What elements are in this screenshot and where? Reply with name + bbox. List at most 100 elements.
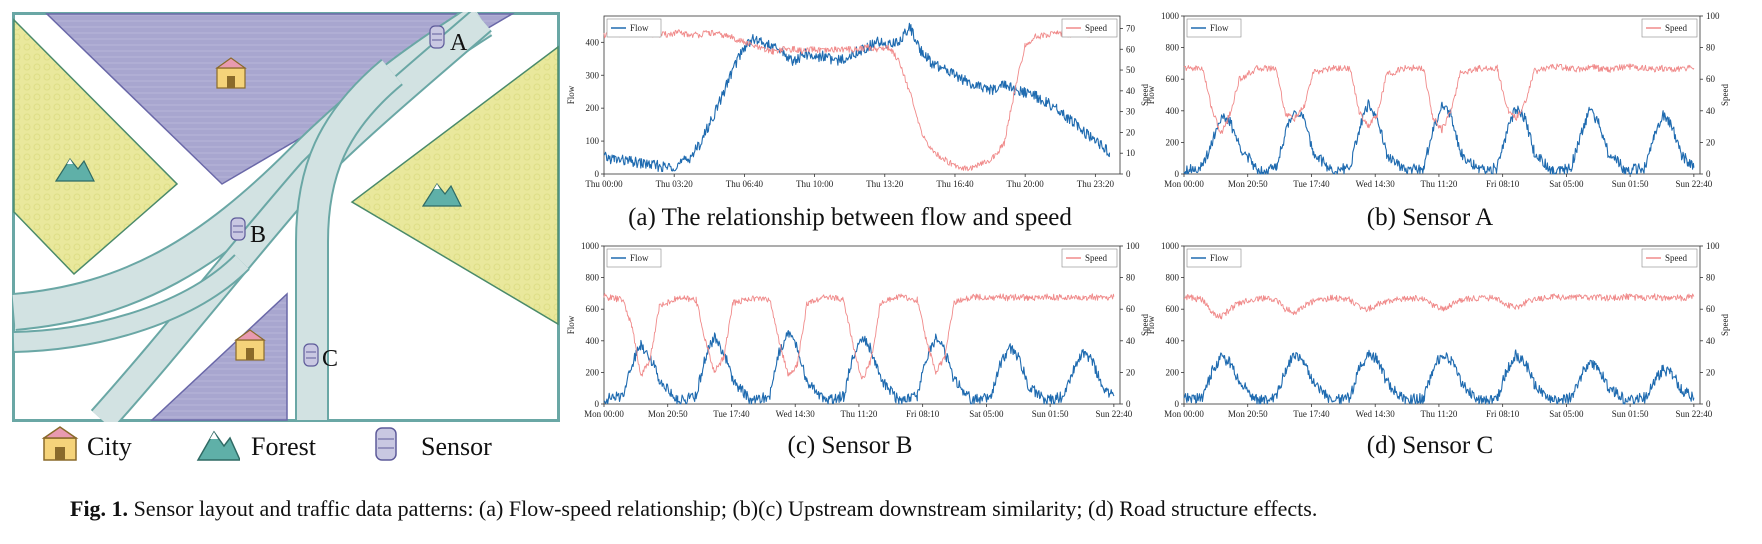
y-tick-label: 800: [1166, 273, 1180, 283]
speed-series-line: [603, 293, 1115, 380]
y-tick-label: 300: [586, 70, 600, 80]
y2-tick-label: 20: [1706, 367, 1716, 377]
subcaption-b: (b) Sensor A: [1366, 204, 1494, 231]
x-tick-label: Tue 17:40: [713, 409, 750, 419]
y2-tick-label: 60: [1706, 304, 1716, 314]
y-axis-label: Flow: [566, 85, 576, 104]
x-tick-label: Tue 17:40: [1293, 409, 1330, 419]
legend-speed-label: Speed: [1665, 23, 1687, 33]
x-tick-label: Thu 13:20: [866, 179, 904, 189]
y2-axis-label: Speed: [1720, 84, 1730, 106]
legend-flow-label: Flow: [1210, 253, 1229, 263]
x-tick-label: Mon 00:00: [1164, 179, 1204, 189]
plot-frame: [603, 245, 1121, 405]
y2-tick-label: 100: [1706, 241, 1720, 251]
y2-axis-label: Speed: [1140, 314, 1150, 336]
plot-frame: [1183, 245, 1701, 405]
x-tick-label: Wed 14:30: [1356, 179, 1396, 189]
y-tick-label: 400: [586, 336, 600, 346]
chart-panel-a: 0 100 200 300 400 0 10 20 30 40 50 60 70 Flow Speed Thu…: [560, 8, 1160, 208]
mountain-icon: [54, 157, 95, 182]
x-tick-label: Sat 05:00: [1549, 179, 1584, 189]
y2-tick-label: 100: [1126, 241, 1140, 251]
forest-region-right: [350, 45, 559, 326]
y-tick-label: 0: [1175, 169, 1180, 179]
flow-series-line: [1183, 349, 1695, 405]
y2-tick-label: 40: [1706, 336, 1716, 346]
y2-tick-label: 80: [1706, 43, 1716, 53]
sensor-map: A B C: [12, 12, 560, 422]
y-tick-label: 0: [1175, 399, 1180, 409]
figure-caption: Fig. 1. Sensor layout and traffic data p…: [70, 496, 1760, 522]
road-network: [12, 12, 493, 422]
legend-flow: Flow: [1186, 18, 1242, 38]
y-axis-label: Flow: [1146, 85, 1156, 104]
y2-tick-label: 0: [1126, 169, 1131, 179]
legend-speed: Speed: [1061, 18, 1118, 38]
legend-speed: Speed: [1061, 248, 1118, 268]
y2-tick-label: 80: [1126, 273, 1136, 283]
y2-tick-label: 20: [1706, 137, 1716, 147]
figure-label: Fig. 1.: [70, 496, 129, 521]
speed-series-line: [603, 29, 1110, 172]
x-tick-label: Thu 11:20: [840, 409, 877, 419]
y-tick-label: 800: [1166, 43, 1180, 53]
x-tick-label: Mon 00:00: [1164, 409, 1204, 419]
y2-tick-label: 70: [1126, 23, 1136, 33]
legend-forest-label: Forest: [251, 432, 316, 461]
y-tick-label: 100: [586, 136, 600, 146]
x-tick-label: Mon 00:00: [584, 409, 624, 419]
y-tick-label: 200: [1166, 137, 1180, 147]
x-tick-label: Sun 22:40: [1675, 179, 1712, 189]
city-region-bottom: [150, 292, 288, 421]
x-tick-label: Thu 11:20: [1420, 409, 1457, 419]
y-tick-label: 400: [1166, 336, 1180, 346]
map-svg: A B C: [12, 12, 560, 422]
x-tick-label: Thu 11:20: [1420, 179, 1457, 189]
flow-series-line: [1183, 99, 1695, 175]
x-tick-label: Sun 01:50: [1612, 179, 1649, 189]
y2-tick-label: 30: [1126, 107, 1136, 117]
sensor-icon: [429, 25, 445, 49]
chart-d-svg: 0 200 400 600 800 1000 0 20 40 60 80 100 Flow Speed Mo…: [1146, 241, 1730, 419]
x-tick-label: Mon 20:50: [1228, 179, 1268, 189]
city-icon: [41, 426, 79, 461]
x-tick-label: Sun 01:50: [1032, 409, 1069, 419]
figure-caption-text: Sensor layout and traffic data patterns:…: [133, 496, 1318, 521]
y-tick-label: 200: [1166, 367, 1180, 377]
flow-series-line: [603, 22, 1111, 173]
chart-panel-b: 0 200 400 600 800 1000 0 20 40 60 80 100 Flow Speed Mo…: [1140, 8, 1740, 208]
x-tick-label: Fri 08:10: [1486, 179, 1520, 189]
forest-icon: [196, 430, 240, 461]
x-tick-label: Thu 23:20: [1077, 179, 1115, 189]
sensor-icon: [303, 343, 319, 367]
chart-panel-c: 0 200 400 600 800 1000 0 20 40 60 80 100 Flow Speed Mo…: [560, 238, 1160, 438]
sensor-icon: [230, 217, 246, 241]
y2-tick-label: 20: [1126, 127, 1136, 137]
legend-city-label: City: [87, 432, 132, 461]
sensor-label-a: A: [450, 30, 468, 56]
speed-series-line: [1183, 63, 1695, 134]
legend-flow-label: Flow: [630, 23, 649, 33]
x-tick-label: Mon 20:50: [648, 409, 688, 419]
y2-tick-label: 40: [1126, 336, 1136, 346]
y2-tick-label: 20: [1126, 367, 1136, 377]
x-tick-label: Thu 03:20: [656, 179, 694, 189]
legend-flow-label: Flow: [630, 253, 649, 263]
legend-speed-label: Speed: [1085, 253, 1107, 263]
y2-tick-label: 40: [1706, 106, 1716, 116]
x-tick-label: Sun 22:40: [1675, 409, 1712, 419]
y-tick-label: 600: [586, 304, 600, 314]
y2-tick-label: 50: [1126, 65, 1136, 75]
city-icon: [215, 57, 247, 89]
chart-c-svg: 0 200 400 600 800 1000 0 20 40 60 80 100 Flow Speed Mo…: [566, 241, 1150, 419]
legend-speed: Speed: [1641, 18, 1698, 38]
mountain-icon: [421, 182, 462, 207]
chart-a-svg: 0 100 200 300 400 0 10 20 30 40 50 60 70 Flow Speed Thu…: [566, 15, 1150, 189]
subcaption-d: (d) Sensor C: [1366, 432, 1494, 459]
y-tick-label: 0: [595, 399, 600, 409]
y-tick-label: 600: [1166, 74, 1180, 84]
x-tick-label: Sat 05:00: [969, 409, 1004, 419]
y-tick-label: 1000: [581, 241, 600, 251]
y2-tick-label: 40: [1126, 86, 1136, 96]
